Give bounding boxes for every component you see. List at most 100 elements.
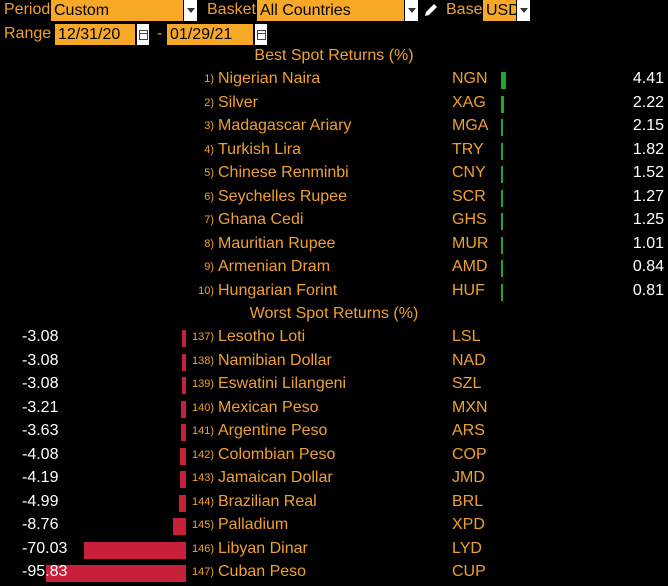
list-item[interactable]: 5) Chinese Renminbi CNY 1.52 <box>0 164 668 187</box>
currency-code: CNY <box>452 164 486 181</box>
range-label: Range <box>4 25 52 42</box>
currency-code: MUR <box>452 234 489 252</box>
return-bar <box>173 518 186 535</box>
return-value: 1.25 <box>632 211 664 228</box>
return-bar <box>501 72 506 89</box>
chevron-down-icon[interactable] <box>517 0 530 21</box>
currency-name: Brazilian Real <box>218 492 317 510</box>
list-item[interactable]: 7) Ghana Cedi GHS 1.25 <box>0 211 668 234</box>
currency-code: HUF <box>452 281 485 299</box>
return-value: -4.99 <box>22 492 59 510</box>
list-item[interactable]: 6) Seychelles Rupee SCR 1.27 <box>0 188 668 211</box>
return-bar <box>83 541 186 559</box>
rank-label: 138) <box>191 354 214 367</box>
currency-name: Colombian Peso <box>218 445 336 463</box>
return-bar <box>501 283 503 301</box>
list-item[interactable]: -4.19 143) Jamaican Dollar JMD <box>0 469 668 492</box>
rank-label: 139) <box>191 378 214 390</box>
calendar-icon[interactable] <box>137 24 149 45</box>
list-item[interactable]: 9) Armenian Dram AMD 0.84 <box>0 258 668 281</box>
calendar-icon[interactable] <box>255 24 267 45</box>
range-start-field[interactable]: 12/31/20 <box>55 24 135 45</box>
basket-select[interactable]: All Countries <box>257 0 404 21</box>
return-bar <box>181 400 186 418</box>
currency-name: Mauritian Rupee <box>218 234 336 252</box>
return-value: 0.84 <box>632 258 664 275</box>
list-item[interactable]: -4.08 142) Colombian Peso COP <box>0 446 668 469</box>
list-item[interactable]: -3.08 138) Namibian Dollar NAD <box>0 352 668 375</box>
base-select[interactable]: USD <box>483 0 520 21</box>
currency-name: Silver <box>218 93 259 111</box>
return-bar <box>46 565 186 582</box>
currency-name: Lesotho Loti <box>218 328 306 345</box>
rank-label: 137) <box>191 331 214 343</box>
list-item[interactable]: -3.08 137) Lesotho Loti LSL <box>0 328 668 351</box>
currency-code: SZL <box>452 375 482 392</box>
list-item[interactable]: -4.99 144) Brazilian Real BRL <box>0 493 668 516</box>
rank-label: 2) <box>204 96 214 109</box>
period-select[interactable]: Custom <box>51 0 183 21</box>
rank-label: 8) <box>204 237 214 250</box>
return-value: 0.81 <box>632 281 664 299</box>
rank-label: 6) <box>204 190 214 203</box>
rank-label: 1) <box>204 73 214 85</box>
list-item[interactable]: -95.83 147) Cuban Peso CUP <box>0 563 668 586</box>
chevron-down-icon[interactable] <box>184 0 197 21</box>
return-bar <box>501 119 504 136</box>
list-item[interactable]: -3.63 141) Argentine Peso ARS <box>0 422 668 445</box>
best-returns-title: Best Spot Returns (%) <box>254 47 414 64</box>
pencil-icon[interactable] <box>423 2 439 18</box>
currency-name: Argentine Peso <box>218 422 328 439</box>
return-bar <box>181 330 186 347</box>
return-value: 1.82 <box>632 140 664 158</box>
return-bar <box>501 213 503 230</box>
currency-code: BRL <box>452 492 484 510</box>
currency-name: Nigerian Naira <box>218 70 321 87</box>
rank-label: 147) <box>191 566 214 578</box>
return-value: -3.21 <box>22 398 59 416</box>
return-bar <box>178 494 186 512</box>
currency-code: NAD <box>452 351 486 369</box>
list-item[interactable]: -3.08 139) Eswatini Lilangeni SZL <box>0 375 668 398</box>
currency-code: LSL <box>452 328 481 345</box>
return-value: -8.76 <box>22 516 59 533</box>
chevron-down-icon[interactable] <box>405 0 418 21</box>
return-value: 2.15 <box>632 117 664 134</box>
range-separator: - <box>157 25 163 42</box>
list-item[interactable]: -70.03 146) Libyan Dinar LYD <box>0 540 668 563</box>
return-bar <box>181 377 186 394</box>
rank-label: 5) <box>204 167 214 179</box>
list-item[interactable]: 8) Mauritian Rupee MUR 1.01 <box>0 235 668 258</box>
rank-label: 146) <box>191 542 214 555</box>
currency-code: SCR <box>452 187 486 205</box>
return-value: 4.41 <box>632 70 664 87</box>
return-value: -4.19 <box>22 469 59 486</box>
currency-name: Hungarian Forint <box>218 281 338 299</box>
return-bar <box>180 447 186 465</box>
currency-code: XPD <box>452 516 485 533</box>
return-bar <box>501 142 504 160</box>
currency-code: XAG <box>452 93 486 111</box>
currency-name: Libyan Dinar <box>218 539 308 557</box>
currency-code: AMD <box>452 258 488 275</box>
worst-returns-title: Worst Spot Returns (%) <box>249 305 419 322</box>
currency-name: Cuban Peso <box>218 563 307 580</box>
list-item[interactable]: -3.21 140) Mexican Peso MXN <box>0 399 668 422</box>
list-item[interactable]: 2) Silver XAG 2.22 <box>0 94 668 117</box>
rank-label: 7) <box>204 214 214 226</box>
return-bar <box>179 471 186 488</box>
range-row: Range 12/31/20 - 01/29/21 <box>0 24 668 47</box>
currency-name: Seychelles Rupee <box>218 187 347 205</box>
list-item[interactable]: -8.76 145) Palladium XPD <box>0 516 668 539</box>
rank-label: 10) <box>198 284 214 297</box>
list-item[interactable]: 3) Madagascar Ariary MGA 2.15 <box>0 117 668 140</box>
rank-label: 140) <box>191 401 214 414</box>
list-item[interactable]: 1) Nigerian Naira NGN 4.41 <box>0 70 668 93</box>
list-item[interactable]: 10) Hungarian Forint HUF 0.81 <box>0 282 668 305</box>
currency-code: ARS <box>452 422 485 439</box>
range-end-field[interactable]: 01/29/21 <box>167 24 253 45</box>
list-item[interactable]: 4) Turkish Lira TRY 1.82 <box>0 141 668 164</box>
rank-label: 4) <box>204 143 214 156</box>
return-bar <box>501 189 503 207</box>
return-value: -70.03 <box>22 539 68 557</box>
